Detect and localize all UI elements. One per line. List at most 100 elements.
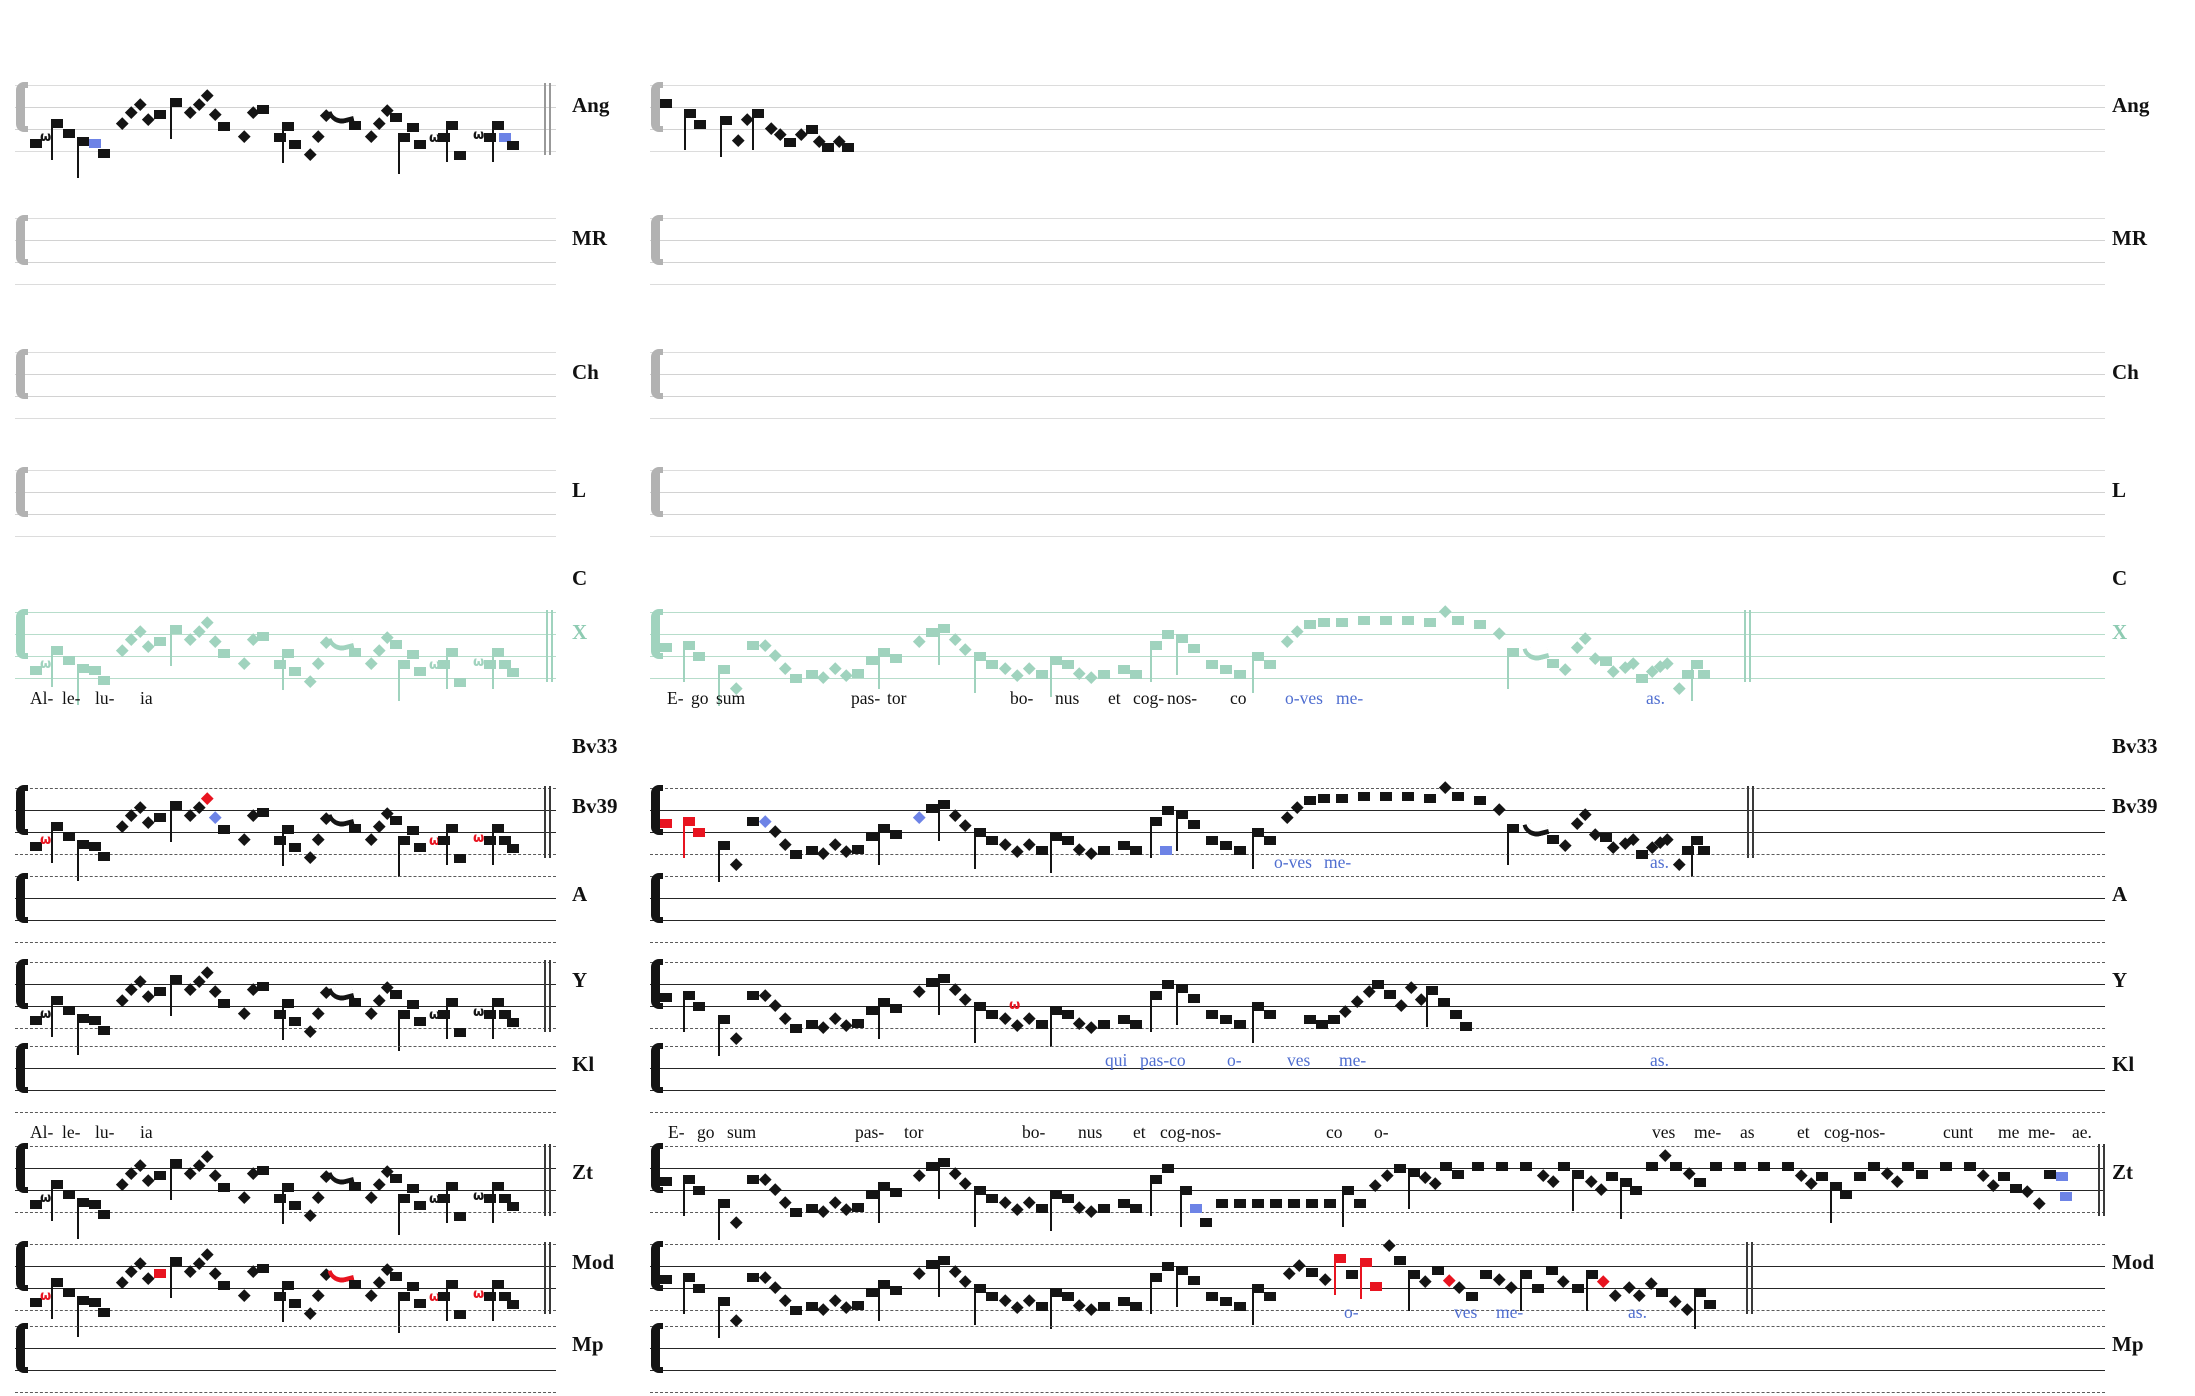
- neume-stem: [77, 668, 79, 705]
- neume-stem: [1050, 836, 1052, 873]
- neume-punctum: [938, 1255, 950, 1265]
- neume-punctum: [1130, 1019, 1142, 1029]
- neume-punctum: [98, 1307, 110, 1317]
- staff-line: [650, 129, 2105, 130]
- neume-punctum: [507, 1017, 519, 1027]
- neume-punctum: [289, 1298, 301, 1308]
- neume-punctum: [51, 821, 63, 831]
- neume-punctum: [683, 990, 695, 1000]
- staff-line: [15, 1326, 556, 1327]
- neume-rhombus: [769, 999, 782, 1012]
- neume-rhombus: [759, 1173, 772, 1186]
- neume-punctum: [218, 824, 230, 834]
- neume-punctum: [1098, 845, 1110, 855]
- source-label-bv39: Bv39: [2112, 794, 2158, 818]
- neume-punctum: [866, 1189, 878, 1199]
- neume-stem: [1408, 1172, 1410, 1209]
- neume-rhombus: [817, 1021, 830, 1034]
- neume-punctum: [507, 140, 519, 150]
- neume-punctum: [1682, 845, 1694, 855]
- neume-punctum: [1220, 1296, 1232, 1306]
- c-clef-icon: [651, 959, 663, 1009]
- lyric-syllable: ae.: [2072, 1122, 2092, 1142]
- lyric-syllable: nus: [1078, 1122, 1103, 1142]
- neume-rhombus: [769, 649, 782, 662]
- staff-line: [650, 262, 2105, 263]
- neume-punctum: [51, 1277, 63, 1287]
- c-clef-icon: [16, 349, 28, 399]
- neume-rhombus: [1011, 1203, 1024, 1216]
- neume-stem: [1176, 814, 1178, 851]
- source-label-c: C: [572, 566, 588, 590]
- neume-punctum: [1734, 1161, 1746, 1171]
- neume-punctum: [63, 655, 75, 665]
- neume-punctum: [492, 1181, 504, 1191]
- neume-stem: [718, 1203, 720, 1240]
- lyric-syllable: qui: [1105, 1050, 1128, 1070]
- staff-line: [650, 284, 2105, 285]
- neume-rhombus: [116, 644, 129, 657]
- neume-punctum: [1532, 1283, 1544, 1293]
- neume-punctum: [89, 138, 101, 148]
- neume-stem: [77, 141, 79, 178]
- neume-rhombus: [817, 847, 830, 860]
- neume-punctum: [1426, 985, 1438, 995]
- neume-punctum: [446, 997, 458, 1007]
- neume-rhombus: [365, 1191, 378, 1204]
- neume-rhombus: [193, 975, 206, 988]
- neume-punctum: [1050, 1189, 1062, 1199]
- neume-punctum: [693, 827, 705, 837]
- neume-punctum: [1318, 617, 1330, 627]
- source-label-y: Y: [572, 968, 588, 992]
- staff-line: [650, 678, 2105, 679]
- neume-rhombus: [116, 1276, 129, 1289]
- neume-punctum: [1606, 1171, 1618, 1181]
- neume-punctum: [349, 823, 361, 833]
- neume-punctum: [806, 1301, 818, 1311]
- neume-punctum: [98, 148, 110, 158]
- neume-punctum: [718, 1014, 730, 1024]
- neume-rhombus: [2033, 1197, 2046, 1210]
- neume-rhombus: [1557, 1275, 1570, 1288]
- source-label-l: L: [572, 478, 587, 502]
- neume-rhombus: [730, 1032, 743, 1045]
- double-barline: [549, 960, 551, 1032]
- neume-punctum: [257, 104, 269, 114]
- neume-rhombus: [1669, 1295, 1682, 1308]
- neume-stem: [1586, 1274, 1588, 1311]
- lyric-syllable: ves: [1287, 1050, 1311, 1070]
- neume-punctum: [398, 659, 410, 669]
- neume-punctum: [1318, 793, 1330, 803]
- neume-punctum: [986, 1291, 998, 1301]
- neume-stem: [878, 652, 880, 689]
- neume-punctum: [492, 120, 504, 130]
- lyric-syllable: E-: [667, 688, 684, 708]
- staff-line: [15, 1112, 556, 1113]
- double-barline: [551, 610, 553, 682]
- neume-punctum: [407, 1183, 419, 1193]
- neume-rhombus: [1281, 811, 1294, 824]
- neume-rhombus: [759, 989, 772, 1002]
- double-barline: [1749, 610, 1751, 682]
- neume-rhombus: [1383, 1239, 1396, 1252]
- neume-rhombus: [779, 1196, 792, 1209]
- neume-rhombus: [184, 983, 197, 996]
- neume-stem: [398, 664, 400, 701]
- neume-punctum: [407, 825, 419, 835]
- neume-stem: [1694, 1292, 1696, 1329]
- neume-stem: [492, 1002, 494, 1039]
- neume-punctum: [1372, 979, 1384, 989]
- staff-line: [15, 942, 556, 943]
- neume-punctum: [938, 1157, 950, 1167]
- neume-punctum: [1964, 1161, 1976, 1171]
- neume-punctum: [1902, 1161, 1914, 1171]
- neume-punctum: [1600, 656, 1612, 666]
- neume-stem: [974, 1288, 976, 1325]
- neume-rhombus: [1085, 1303, 1098, 1316]
- neume-punctum: [720, 115, 732, 125]
- neume-rhombus: [779, 662, 792, 675]
- neume-punctum: [890, 1003, 902, 1013]
- neume-rhombus: [1291, 801, 1304, 814]
- neume-punctum: [438, 659, 450, 669]
- neume-punctum: [1452, 791, 1464, 801]
